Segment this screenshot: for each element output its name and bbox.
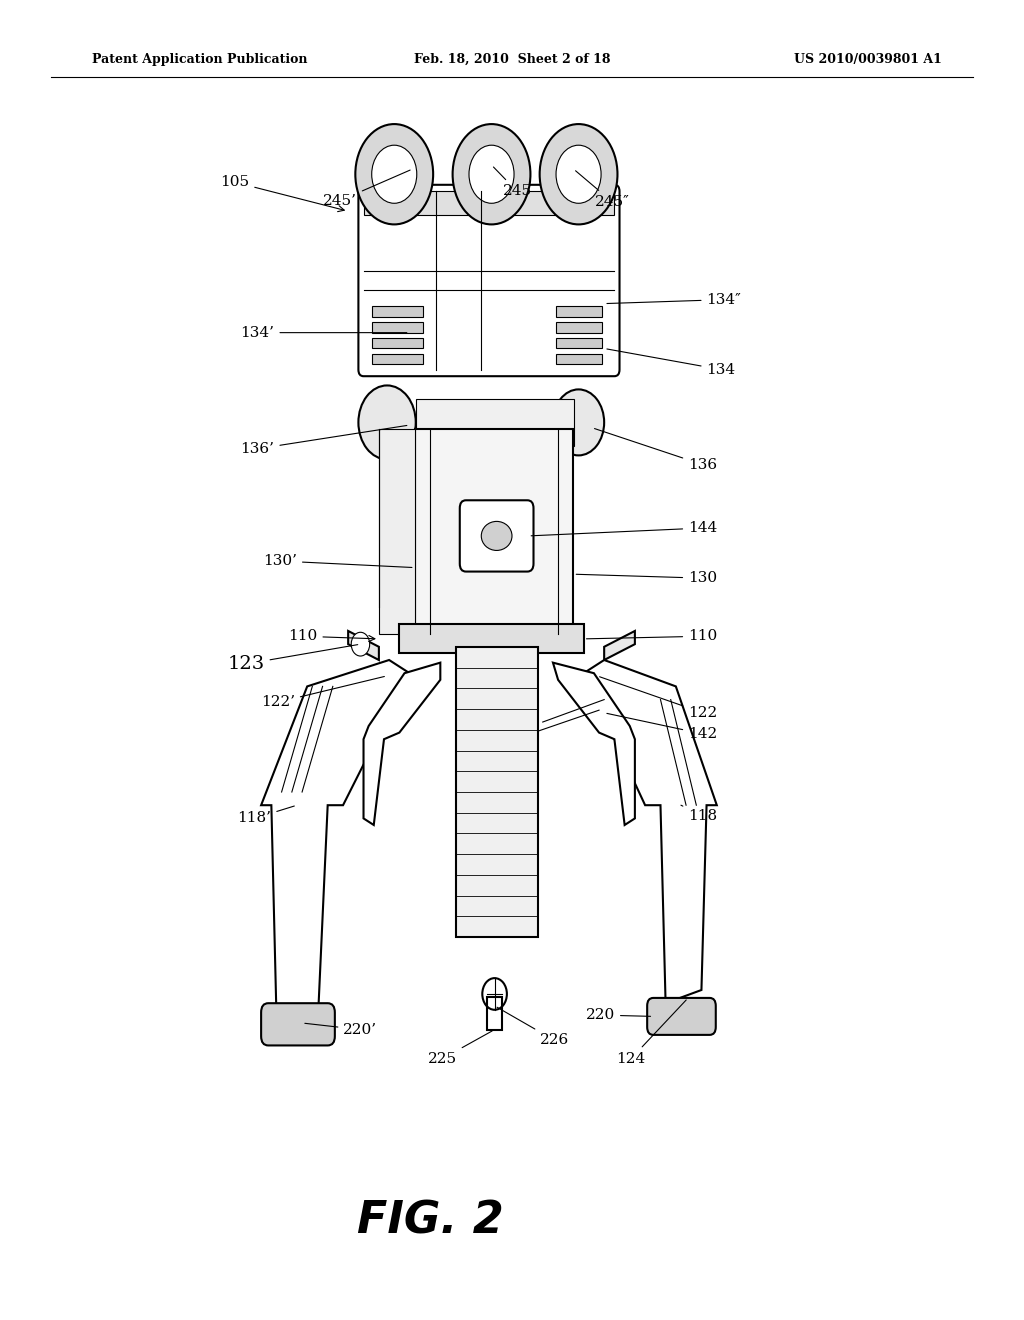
Bar [556,306,602,317]
Text: Feb. 18, 2010  Sheet 2 of 18: Feb. 18, 2010 Sheet 2 of 18 [414,53,610,66]
Bar [556,322,602,333]
Text: 136: 136 [595,429,717,471]
Text: 130’: 130’ [263,554,412,568]
Circle shape [540,124,617,224]
Text: 144: 144 [531,521,718,536]
Bar [379,429,415,634]
Polygon shape [584,660,717,1003]
Text: 105: 105 [220,176,344,211]
Ellipse shape [481,521,512,550]
Text: 220: 220 [586,1008,650,1022]
FancyBboxPatch shape [261,1003,335,1045]
Bar [556,354,602,364]
Bar [372,338,423,348]
Text: US 2010/0039801 A1: US 2010/0039801 A1 [795,53,942,66]
Text: 136’: 136’ [241,425,407,455]
Text: 118: 118 [681,805,717,822]
Text: 245″: 245″ [575,170,630,209]
Text: 124: 124 [616,1001,686,1065]
Text: Patent Application Publication: Patent Application Publication [92,53,307,66]
Text: 245: 245 [494,168,531,198]
Circle shape [372,145,417,203]
Text: 123: 123 [227,644,357,673]
Text: 110: 110 [587,630,718,643]
FancyBboxPatch shape [647,998,716,1035]
Text: FIG. 2: FIG. 2 [356,1200,504,1242]
Text: 134″: 134″ [607,293,741,306]
Bar [372,322,423,333]
Text: 134: 134 [607,348,735,376]
Polygon shape [364,663,440,825]
Text: 110: 110 [288,630,375,643]
Bar [456,647,538,937]
Bar [415,429,573,634]
Text: 122: 122 [600,677,718,719]
Circle shape [355,124,433,224]
Circle shape [482,978,507,1010]
FancyBboxPatch shape [358,185,620,376]
Bar [556,338,602,348]
Bar [487,997,502,1030]
Circle shape [358,385,416,459]
Text: 142: 142 [607,713,718,741]
Text: 245’: 245’ [323,170,411,207]
Polygon shape [553,663,635,825]
Bar [372,354,423,364]
Text: 225: 225 [428,1031,493,1065]
Text: 226: 226 [497,1007,569,1047]
Circle shape [553,389,604,455]
Text: 130: 130 [577,572,717,585]
Polygon shape [604,631,635,660]
FancyBboxPatch shape [460,500,534,572]
Polygon shape [261,660,410,1030]
Circle shape [351,632,370,656]
Bar [372,306,423,317]
Text: 118’: 118’ [238,807,294,825]
Circle shape [556,145,601,203]
Bar [416,399,574,446]
Circle shape [453,124,530,224]
Bar [399,624,584,653]
Text: 122’: 122’ [261,676,384,709]
Polygon shape [348,631,379,660]
Text: 134’: 134’ [241,326,407,339]
Text: 220’: 220’ [305,1023,378,1036]
Circle shape [469,145,514,203]
Bar [364,191,614,215]
